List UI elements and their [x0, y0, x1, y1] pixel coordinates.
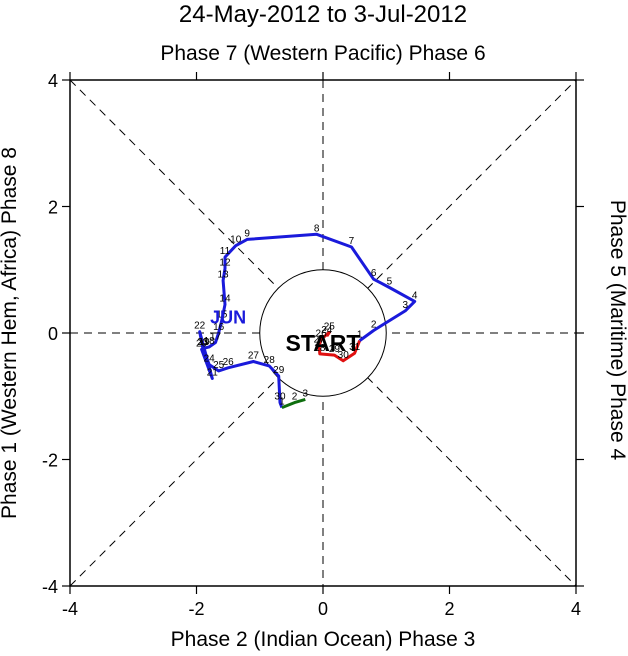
top-phase-label: Phase 7 (Western Pacific) Phase 6 [160, 42, 485, 65]
day-label: 3 [402, 300, 408, 311]
right-phase-label: Phase 5 (Maritime) Phase 4 [606, 200, 628, 461]
month-label: JUN [210, 308, 246, 328]
day-label: 6 [371, 268, 377, 279]
series-line-may [317, 330, 362, 363]
day-label: 24 [321, 325, 333, 336]
day-label: 26 [223, 357, 235, 368]
day-label: 25 [213, 360, 225, 371]
day-label: 29 [273, 365, 285, 376]
month-labels: JUN [210, 308, 246, 328]
day-label: 5 [387, 276, 393, 287]
day-label: 12 [219, 257, 231, 268]
day-label: 14 [219, 294, 231, 305]
day-label: 1 [279, 397, 285, 408]
day-label: 8 [314, 223, 320, 234]
x-tick-label: 4 [571, 599, 581, 619]
day-label: 24 [204, 354, 216, 365]
day-label: 9 [244, 228, 250, 239]
y-tick-label: -2 [42, 451, 58, 471]
chart-title: 24-May-2012 to 3-Jul-2012 [179, 1, 467, 28]
day-label: 17 [210, 331, 222, 342]
day-label: 25 [324, 321, 336, 332]
day-label: 23 [197, 337, 209, 348]
day-label: 30 [338, 350, 350, 361]
x-tick-label: 2 [444, 599, 454, 619]
x-tick-label: -2 [188, 599, 204, 619]
day-label: 2 [292, 392, 298, 403]
day-label: 29 [329, 344, 341, 355]
start-label: START [286, 330, 361, 356]
y-tick-label: 4 [48, 71, 58, 91]
day-label: 18 [204, 336, 216, 347]
day-label: 21 [207, 368, 219, 379]
day-label: 30 [274, 392, 286, 403]
day-label: 28 [264, 355, 276, 366]
day-label: 10 [230, 235, 242, 246]
unit-circle [259, 269, 387, 397]
y-tick-label: 0 [48, 324, 58, 344]
phase-guides [69, 79, 577, 587]
x-tick-label: 0 [318, 599, 328, 619]
day-label: 13 [218, 270, 230, 281]
left-phase-label: Phase 1 (Western Hem, Africa) Phase 8 [0, 147, 21, 519]
y-tick-label: 2 [48, 198, 58, 218]
day-label: 22 [194, 321, 206, 332]
day-label: 19 [199, 337, 211, 348]
day-label: 28 [314, 343, 326, 354]
day-label: 2 [371, 319, 377, 330]
bottom-phase-label: Phase 2 (Indian Ocean) Phase 3 [171, 628, 476, 651]
day-label: 27 [314, 335, 326, 346]
x-tick-label: -4 [62, 599, 78, 619]
series-line-june [198, 232, 417, 409]
day-label: 7 [349, 236, 355, 247]
series-line-july [281, 397, 306, 409]
day-label: 1 [357, 330, 363, 341]
trajectory-series [198, 232, 417, 409]
day-label: 16 [213, 322, 225, 333]
day-label: 26 [316, 328, 328, 339]
day-label: 27 [248, 350, 260, 361]
y-tick-label: -4 [42, 577, 58, 597]
day-label: 15 [216, 309, 228, 320]
day-label: 31 [349, 342, 361, 353]
day-label: 4 [412, 290, 418, 301]
day-label: 20 [196, 338, 208, 349]
day-label: 11 [220, 246, 231, 257]
day-label: 3 [303, 388, 309, 399]
